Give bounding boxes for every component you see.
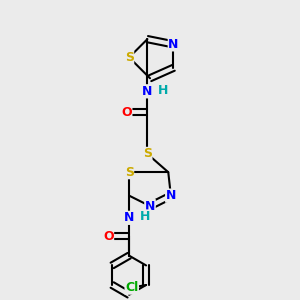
Text: N: N [166,189,176,202]
Text: N: N [145,200,155,213]
Text: Cl: Cl [125,281,138,294]
Text: S: S [143,147,152,161]
Text: S: S [124,166,134,179]
Text: O: O [121,106,132,119]
Text: H: H [158,83,168,97]
Text: N: N [168,38,179,51]
Text: N: N [142,85,153,98]
Text: N: N [124,211,134,224]
Text: H: H [140,210,150,223]
Text: S: S [124,51,134,64]
Text: O: O [103,230,114,243]
